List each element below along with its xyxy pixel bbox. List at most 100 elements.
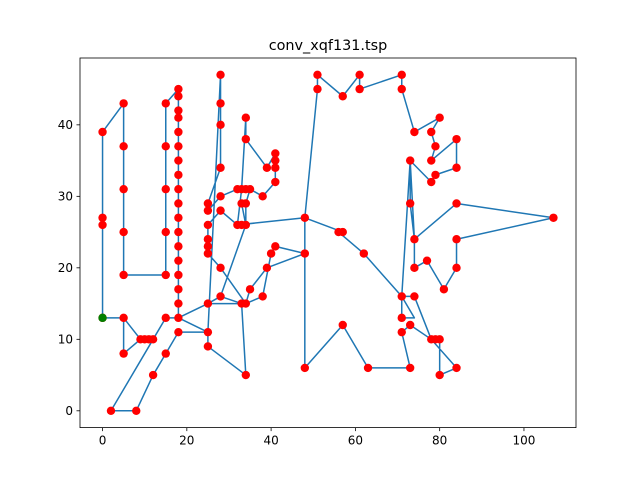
city-point-21: [161, 227, 170, 237]
y-tick-label-20: 20: [58, 261, 73, 275]
city-point-104: [405, 363, 415, 373]
city-point-57: [216, 163, 225, 172]
city-point-47: [203, 249, 213, 258]
plot-area: [80, 58, 576, 428]
city-point-44: [203, 342, 213, 351]
city-point-112: [422, 256, 432, 265]
city-point-9: [119, 184, 128, 194]
city-point-17: [148, 335, 158, 344]
city-point-39: [174, 127, 183, 137]
city-point-90: [313, 70, 322, 80]
x-tick-label-100: 100: [513, 434, 536, 448]
y-tick-label-40: 40: [58, 118, 73, 132]
y-tick-label-30: 30: [58, 189, 73, 203]
city-point-87: [300, 249, 310, 258]
city-point-107: [405, 156, 415, 165]
city-point-73: [241, 113, 251, 122]
y-tick-label-10: 10: [58, 332, 73, 346]
city-point-43: [174, 84, 183, 94]
city-point-36: [174, 170, 183, 180]
city-point-7: [119, 270, 128, 280]
city-point-38: [174, 142, 183, 151]
y-axis-ticks: 0 10 20 30 40: [58, 118, 80, 418]
tour-route-line: [101, 74, 555, 412]
city-point-11: [119, 99, 128, 108]
city-point-88: [300, 213, 310, 222]
city-point-68: [241, 299, 251, 308]
city-point-34: [174, 199, 183, 208]
city-point-33: [174, 213, 183, 222]
city-point-48: [203, 242, 213, 251]
city-point-96: [355, 70, 364, 80]
city-markers-layer: [98, 70, 558, 415]
city-point-95: [355, 84, 364, 94]
city-point-128: [452, 163, 461, 172]
city-point-84: [271, 156, 280, 165]
city-point-93: [338, 227, 347, 237]
city-point-130: [549, 213, 558, 222]
city-point-18: [161, 349, 170, 358]
x-axis-ticks: 0 20 40 60 80 100: [99, 427, 536, 448]
city-point-123: [439, 285, 449, 294]
city-point-92: [338, 320, 347, 330]
city-point-89: [313, 84, 322, 94]
city-point-58: [216, 120, 225, 130]
city-point-3: [98, 127, 107, 137]
city-point-29: [174, 270, 183, 280]
city-point-51: [203, 206, 213, 215]
city-point-52: [203, 199, 213, 208]
city-point-10: [119, 142, 128, 151]
city-point-27: [174, 299, 183, 308]
city-point-35: [174, 184, 183, 194]
city-point-116: [427, 127, 436, 137]
city-point-105: [405, 320, 415, 330]
city-point-98: [363, 363, 373, 373]
city-point-19: [161, 313, 170, 323]
x-tick-label-60: 60: [348, 434, 363, 448]
city-point-124: [452, 363, 461, 373]
city-point-12: [132, 406, 141, 415]
chart-title: conv_xqf131.tsp: [269, 38, 388, 54]
city-point-109: [410, 263, 419, 273]
city-point-24: [161, 99, 170, 108]
city-point-108: [410, 292, 419, 301]
city-point-101: [397, 292, 406, 301]
city-point-49: [203, 235, 213, 244]
city-point-30: [174, 256, 183, 265]
city-point-74: [245, 285, 255, 294]
city-point-125: [452, 263, 461, 273]
city-point-78: [262, 263, 272, 273]
city-point-83: [271, 163, 280, 172]
city-point-31: [174, 242, 183, 251]
city-point-97: [359, 249, 369, 258]
city-point-122: [435, 113, 444, 122]
city-point-120: [435, 370, 444, 380]
city-point-28: [174, 285, 183, 294]
city-point-46: [203, 299, 213, 308]
city-point-77: [258, 192, 267, 201]
city-point-75: [245, 184, 255, 194]
city-point-22: [161, 184, 170, 194]
city-point-69: [241, 220, 251, 230]
city-point-80: [266, 249, 276, 258]
city-point-4: [106, 406, 116, 415]
y-tick-label-0: 0: [65, 404, 73, 418]
city-point-5: [119, 349, 128, 358]
axes-frame: [79, 57, 577, 429]
x-tick-label-80: 80: [432, 434, 447, 448]
tour-path-layer: [101, 74, 555, 412]
city-point-118: [431, 170, 440, 180]
city-point-94: [338, 92, 347, 101]
city-point-8: [119, 227, 128, 237]
city-point-60: [216, 70, 225, 80]
axes-background: [80, 58, 576, 428]
city-point-103: [397, 70, 406, 80]
city-point-67: [241, 370, 251, 380]
city-point-54: [216, 263, 225, 273]
city-point-86: [300, 363, 310, 373]
city-point-50: [203, 220, 213, 230]
city-point-59: [216, 99, 225, 108]
city-point-20: [161, 270, 170, 280]
city-point-70: [241, 199, 251, 208]
city-point-100: [397, 313, 406, 323]
